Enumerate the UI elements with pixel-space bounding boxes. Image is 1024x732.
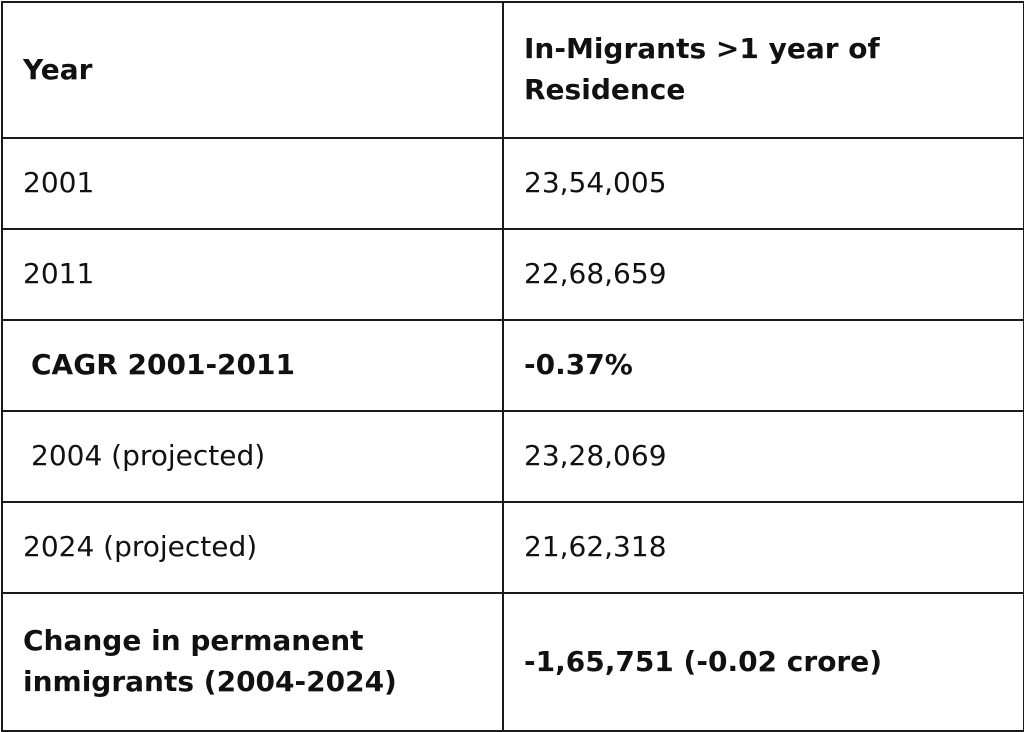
- table-row: CAGR 2001-2011 -0.37%: [1, 319, 1024, 412]
- table-row: 2001 23,54,005: [1, 137, 1024, 230]
- header-in-migrants: In-Migrants >1 year of Residence: [502, 1, 1024, 139]
- table-row: 2024 (projected) 21,62,318: [1, 501, 1024, 594]
- row-label: 2011: [1, 228, 504, 321]
- row-label: 2024 (projected): [1, 501, 504, 594]
- table-header-row: Year In-Migrants >1 year of Residence: [1, 1, 1024, 139]
- table-row: 2004 (projected) 23,28,069: [1, 410, 1024, 503]
- row-value: 23,54,005: [502, 137, 1024, 230]
- row-value: -1,65,751 (-0.02 crore): [502, 592, 1024, 732]
- row-label: Change in permanent inmigrants (2004-202…: [1, 592, 504, 732]
- header-year: Year: [1, 1, 504, 139]
- row-value: 22,68,659: [502, 228, 1024, 321]
- table-row: 2011 22,68,659: [1, 228, 1024, 321]
- row-value: 23,28,069: [502, 410, 1024, 503]
- row-label: CAGR 2001-2011: [1, 319, 504, 412]
- table-row: Change in permanent inmigrants (2004-202…: [1, 592, 1024, 732]
- row-label: 2001: [1, 137, 504, 230]
- row-value: 21,62,318: [502, 501, 1024, 594]
- row-label: 2004 (projected): [1, 410, 504, 503]
- row-value: -0.37%: [502, 319, 1024, 412]
